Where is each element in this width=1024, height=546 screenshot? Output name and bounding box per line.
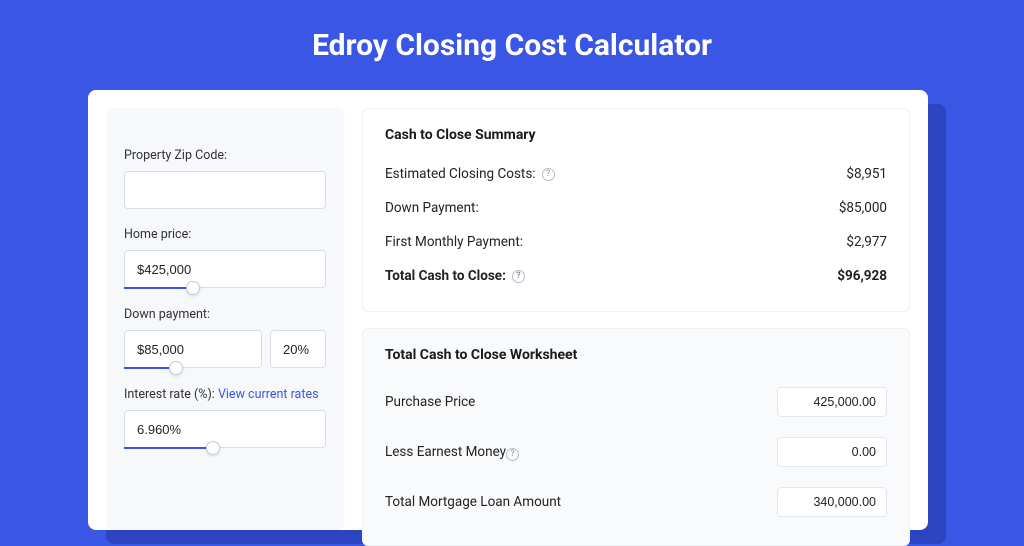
worksheet-row-label: Purchase Price	[385, 394, 475, 410]
worksheet-value-input[interactable]	[777, 487, 887, 517]
home-price-slider[interactable]	[124, 287, 326, 289]
down-payment-slider[interactable]	[124, 367, 262, 369]
summary-row-value: $85,000	[839, 200, 887, 216]
view-rates-link[interactable]: View current rates	[218, 387, 319, 402]
summary-row-label: Down Payment:	[385, 200, 479, 216]
page-title: Edroy Closing Cost Calculator	[0, 0, 1024, 85]
field-interest-rate: Interest rate (%): View current rates	[124, 387, 326, 449]
down-payment-pct-input[interactable]	[270, 330, 326, 368]
zip-input[interactable]	[124, 171, 326, 209]
field-down-payment: Down payment:	[124, 307, 326, 369]
worksheet-row: Less Earnest Money?	[385, 427, 887, 477]
home-price-input[interactable]	[124, 250, 326, 288]
field-zip: Property Zip Code:	[124, 148, 326, 209]
summary-row: First Monthly Payment: $2,977	[385, 225, 887, 259]
summary-row-value: $2,977	[846, 234, 887, 250]
summary-total-value: $96,928	[837, 268, 887, 284]
summary-total-row: Total Cash to Close:? $96,928	[385, 259, 887, 293]
help-icon[interactable]: ?	[512, 270, 525, 283]
down-payment-label: Down payment:	[124, 307, 326, 322]
summary-panel: Cash to Close Summary Estimated Closing …	[362, 108, 910, 312]
worksheet-title: Total Cash to Close Worksheet	[385, 347, 887, 363]
summary-row: Down Payment: $85,000	[385, 191, 887, 225]
summary-row-label: Estimated Closing Costs:	[385, 166, 536, 182]
summary-row-value: $8,951	[846, 166, 887, 182]
help-icon[interactable]: ?	[542, 168, 555, 181]
worksheet-row: Total Mortgage Loan Amount	[385, 477, 887, 527]
worksheet-row-label: Less Earnest Money	[385, 444, 506, 460]
summary-title: Cash to Close Summary	[385, 127, 887, 143]
field-home-price: Home price:	[124, 227, 326, 289]
help-icon[interactable]: ?	[506, 448, 519, 461]
worksheet-value-input[interactable]	[777, 387, 887, 417]
summary-row-label: First Monthly Payment:	[385, 234, 523, 250]
interest-rate-label: Interest rate (%): View current rates	[124, 387, 326, 402]
summary-total-label: Total Cash to Close:	[385, 268, 506, 284]
down-payment-input[interactable]	[124, 330, 262, 368]
interest-label-text: Interest rate (%):	[124, 387, 218, 402]
interest-rate-slider[interactable]	[124, 447, 326, 449]
results-column: Cash to Close Summary Estimated Closing …	[362, 108, 910, 530]
worksheet-value-input[interactable]	[777, 437, 887, 467]
worksheet-row: Purchase Price	[385, 377, 887, 427]
calculator-card: Property Zip Code: Home price: Down paym…	[88, 90, 928, 530]
summary-row: Estimated Closing Costs:? $8,951	[385, 157, 887, 191]
worksheet-panel: Total Cash to Close Worksheet Purchase P…	[362, 328, 910, 546]
interest-rate-input[interactable]	[124, 410, 326, 448]
worksheet-row-label: Total Mortgage Loan Amount	[385, 494, 561, 510]
input-panel: Property Zip Code: Home price: Down paym…	[106, 108, 344, 530]
home-price-label: Home price:	[124, 227, 326, 242]
zip-label: Property Zip Code:	[124, 148, 326, 163]
